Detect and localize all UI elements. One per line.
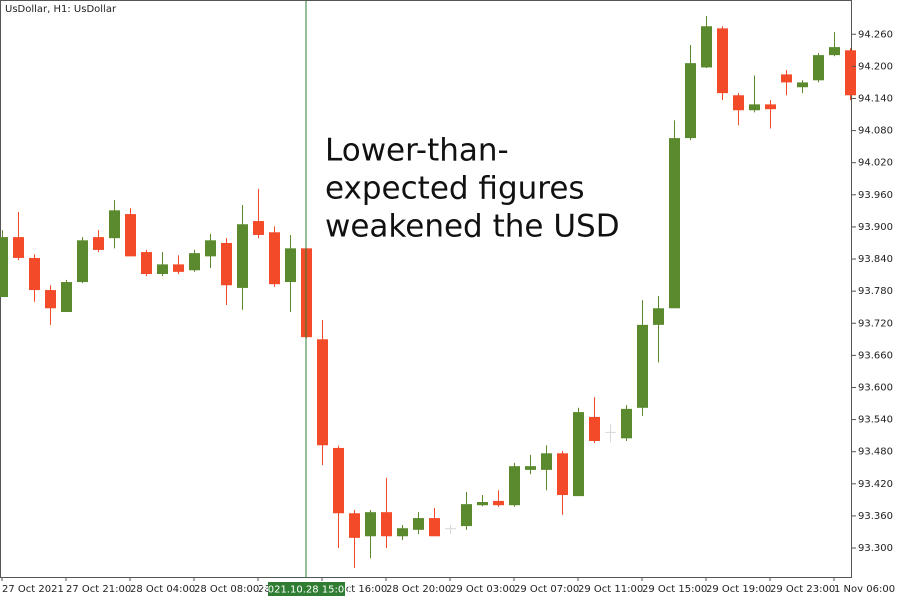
candle-body — [733, 95, 744, 111]
x-tick-label: 27 Oct 21:00 — [66, 584, 131, 595]
candle-body — [701, 26, 712, 68]
x-tick-label: 1 Nov 06:00 — [834, 584, 895, 595]
candle-body — [797, 82, 808, 88]
candle-body — [237, 224, 248, 288]
x-tick-label: 28 Oct 08:00 — [194, 584, 259, 595]
annotation-line: Lower-than- — [325, 133, 509, 169]
y-tick-label: 94.260 — [858, 29, 893, 40]
candle-body — [45, 290, 56, 309]
candle-body — [541, 453, 552, 470]
y-tick-label: 93.600 — [858, 382, 893, 393]
candle-body — [365, 512, 376, 537]
candle-body — [653, 308, 664, 325]
y-tick-label: 93.360 — [858, 511, 893, 522]
candle-body — [333, 447, 344, 514]
candle-body — [157, 264, 168, 275]
y-tick-label: 93.540 — [858, 415, 893, 426]
candle-body — [685, 63, 696, 139]
candle-body — [829, 47, 840, 56]
x-tick-label: 29 Oct 03:00 — [450, 584, 515, 595]
annotation: Lower-than- expected figures weakened th… — [325, 133, 620, 245]
annotation-line: weakened the USD — [325, 209, 620, 245]
candle-body — [109, 210, 120, 239]
candle-body — [61, 282, 72, 313]
crosshair-label-box — [268, 582, 345, 596]
y-tick-label: 93.420 — [858, 479, 893, 490]
x-tick-label: 28 Oct 16:00 — [322, 584, 387, 595]
candle-body — [781, 74, 792, 83]
candle-body — [13, 237, 24, 258]
candle-body — [589, 416, 600, 441]
candle-body — [621, 408, 632, 439]
candle-body — [461, 504, 472, 527]
y-tick-label: 94.140 — [858, 93, 893, 104]
x-tick-label: 28 Oct 20:00 — [386, 584, 451, 595]
y-tick-label: 93.900 — [858, 222, 893, 233]
candle-body — [445, 528, 456, 530]
y-tick-label: 93.840 — [858, 254, 893, 265]
candle-body — [285, 248, 296, 283]
x-tick-label: 29 Oct 11:00 — [578, 584, 643, 595]
x-tick-label: 27 Oct 2021 — [2, 584, 64, 595]
candle-body — [29, 257, 40, 291]
x-tick-label: 29 Oct 07:00 — [514, 584, 579, 595]
crosshair: 2021.10.28 15:00 — [261, 1, 351, 596]
candle-body — [189, 253, 200, 271]
annotation-line: expected figures — [325, 171, 585, 207]
candle-body — [813, 55, 824, 81]
candle-body — [557, 453, 568, 496]
crosshair-label: 2021.10.28 15:00 — [261, 585, 350, 596]
y-tick-label: 93.480 — [858, 447, 893, 458]
candle-body — [0, 237, 8, 298]
candle-body — [269, 232, 280, 285]
y-tick-label: 94.080 — [858, 126, 893, 137]
candle-body — [429, 518, 440, 537]
candle-body — [317, 339, 328, 446]
candle-body — [125, 214, 136, 257]
candle-body — [205, 240, 216, 257]
candle-body — [669, 138, 680, 309]
y-tick-label: 93.660 — [858, 350, 893, 361]
candle-body — [845, 50, 856, 96]
y-tick-label: 93.720 — [858, 318, 893, 329]
x-tick-label: 29 Oct 19:00 — [706, 584, 771, 595]
x-tick-label: 29 Oct 15:00 — [642, 584, 707, 595]
x-tick-label: 29 Oct 23:00 — [770, 584, 835, 595]
candle-body — [381, 512, 392, 537]
y-tick-label: 93.300 — [858, 543, 893, 554]
candle-body — [765, 104, 776, 110]
candle-body — [253, 221, 264, 235]
candle-body — [749, 104, 760, 111]
x-tick-label: 28 Oct 04:00 — [130, 584, 195, 595]
candle-body — [413, 518, 424, 530]
candle-body — [509, 466, 520, 506]
candle-body — [221, 242, 232, 286]
chart-title: UsDollar, H1: UsDollar — [5, 4, 117, 15]
candle-body — [717, 28, 728, 94]
candle-body — [637, 324, 648, 408]
candle-body — [173, 264, 184, 272]
y-tick-label: 94.200 — [858, 61, 893, 72]
candle-body — [573, 412, 584, 497]
candle-body — [141, 252, 152, 275]
candle-body — [525, 466, 536, 470]
candles — [0, 16, 856, 568]
y-tick-label: 93.780 — [858, 286, 893, 297]
candle-body — [397, 528, 408, 537]
candle-body — [77, 240, 88, 283]
candle-body — [493, 500, 504, 506]
candle-body — [349, 513, 360, 538]
y-tick-label: 93.960 — [858, 190, 893, 201]
candle-body — [93, 237, 104, 250]
plot-frame — [0, 0, 852, 578]
candle-body — [605, 431, 616, 433]
candle-body — [477, 502, 488, 506]
y-tick-label: 94.020 — [858, 158, 893, 169]
